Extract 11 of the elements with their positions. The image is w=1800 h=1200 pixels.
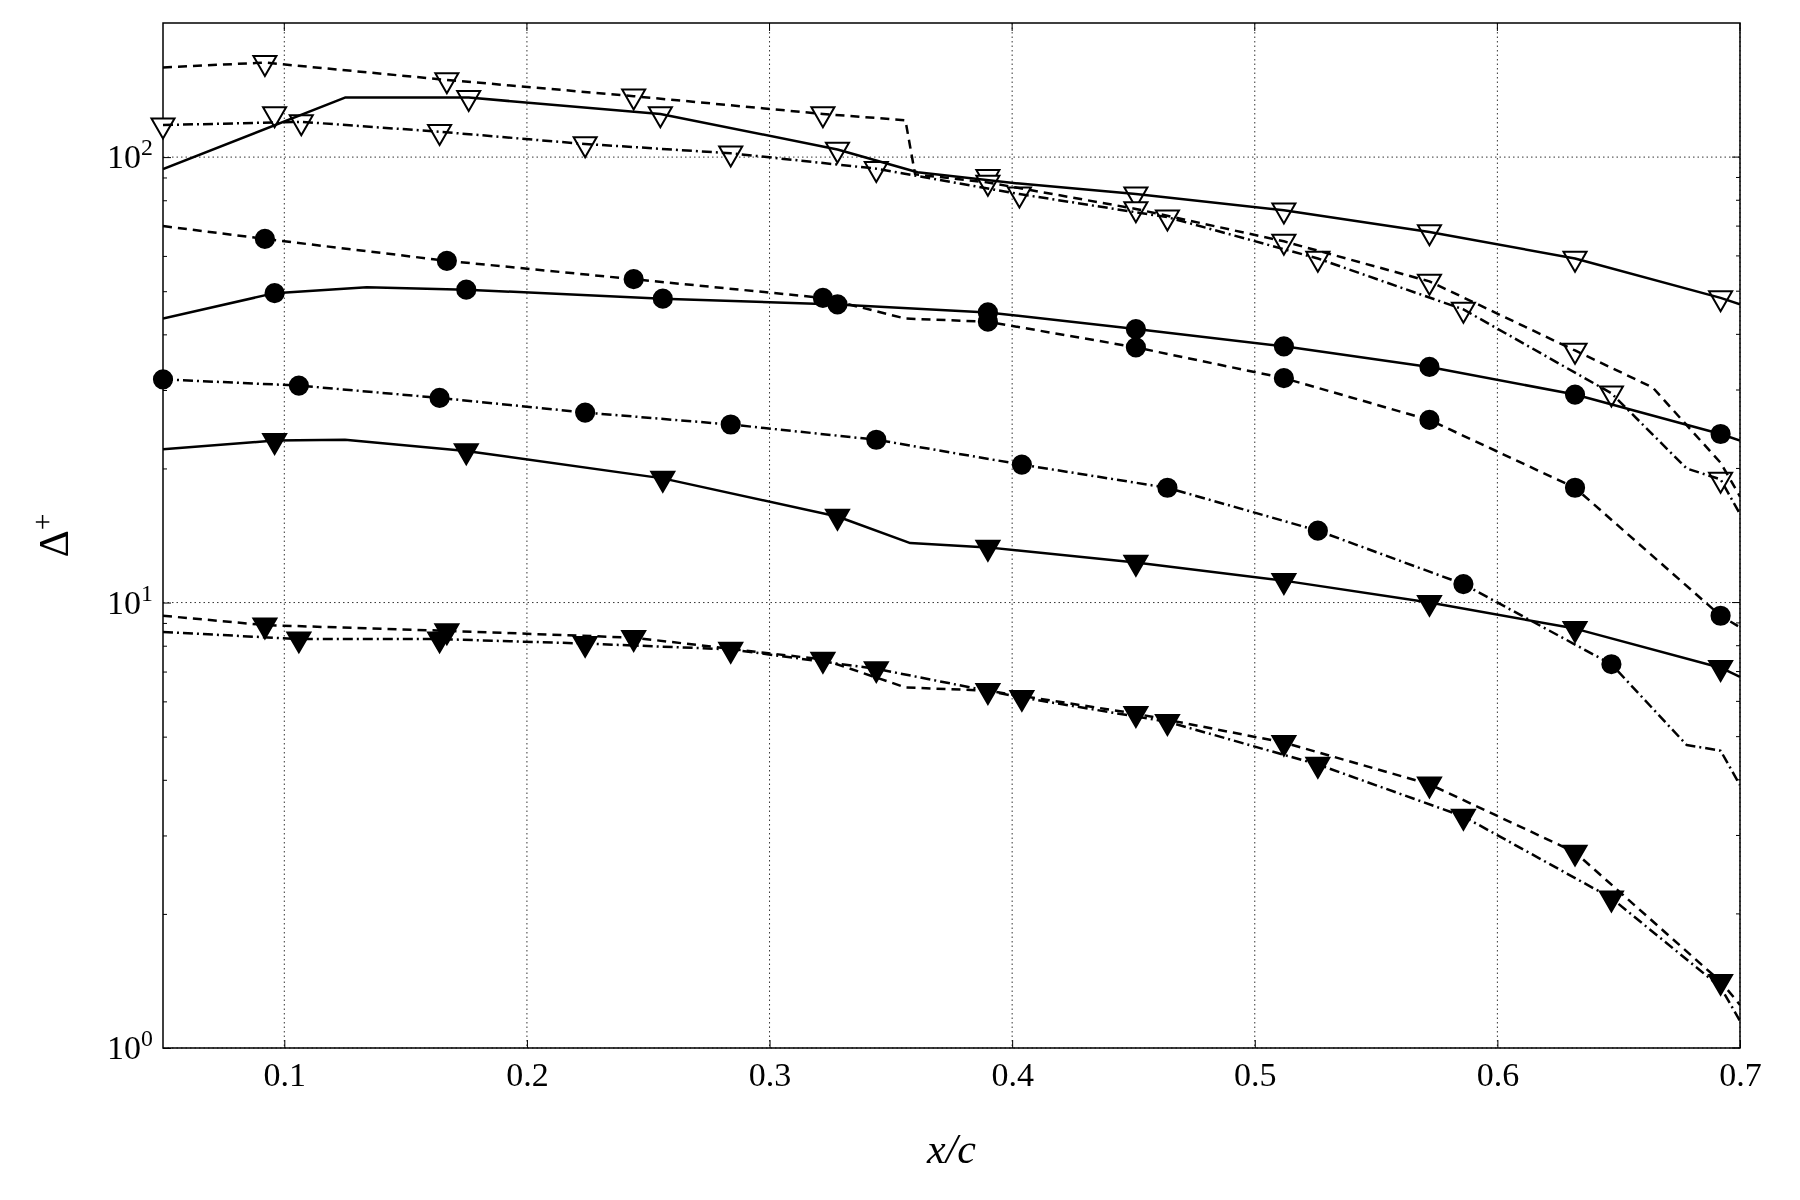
x-tick-label: 0.4 xyxy=(991,1056,1034,1094)
x-tick-label: 0.1 xyxy=(263,1056,307,1094)
x-tick-label: 0.7 xyxy=(1719,1056,1762,1094)
y-tick-label: 10$^{1}$ xyxy=(107,579,153,621)
y-tick-label: 10$^{2}$ xyxy=(107,134,153,176)
x-axis-title: x/c xyxy=(926,1126,977,1172)
x-tick-label: 0.6 xyxy=(1476,1056,1520,1094)
x-tick-label: 0.2 xyxy=(506,1056,549,1094)
x-tick-label: 0.5 xyxy=(1234,1056,1277,1094)
x-tick-label: 0.3 xyxy=(748,1056,792,1094)
y-tick-label: 10$^{0}$ xyxy=(107,1025,153,1067)
